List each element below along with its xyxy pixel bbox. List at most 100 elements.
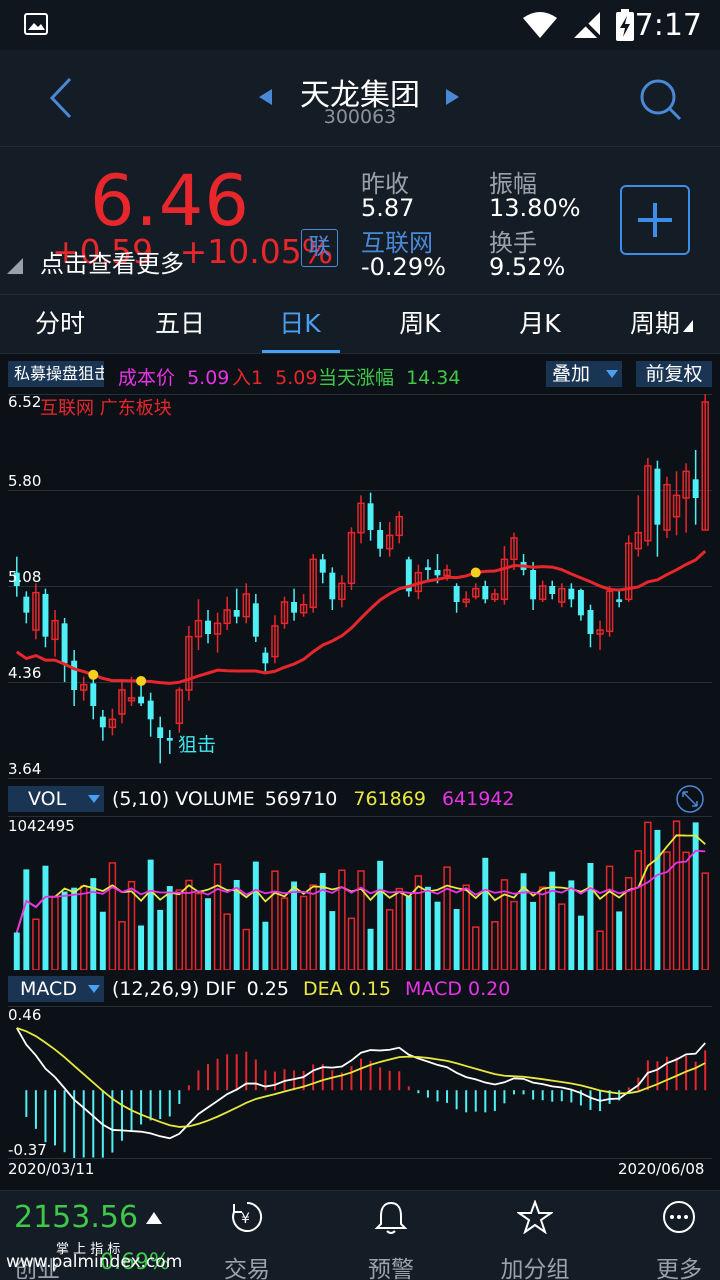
macd-bottom: -0.37 [8, 1141, 47, 1159]
search-icon[interactable] [638, 77, 682, 121]
candle-body [71, 660, 78, 690]
candle-body [367, 503, 374, 530]
tab-monthly-k[interactable]: 月K [519, 309, 561, 338]
volume-bar [482, 857, 489, 970]
volume-chart[interactable] [0, 816, 720, 970]
volume-bar [299, 895, 308, 970]
next-stock-icon[interactable] [445, 89, 459, 105]
volume-bar [520, 873, 527, 970]
grid-line [8, 1006, 712, 1007]
nav-alert[interactable]: 预警 [368, 1257, 414, 1280]
volume-bar [42, 865, 49, 970]
cost-price: 成本价 5.09 [118, 363, 229, 390]
sector-link[interactable]: 互联网 [361, 229, 433, 257]
candle-body [510, 537, 518, 561]
tab-five-day[interactable]: 五日 [154, 309, 205, 338]
candle-body [223, 609, 231, 625]
quote-panel[interactable] [0, 146, 720, 294]
volume-bar [205, 898, 211, 970]
candle-body [625, 542, 633, 601]
volume-bar [577, 915, 584, 970]
volume-bar [166, 886, 173, 970]
candle-body [472, 587, 480, 598]
vol-select[interactable]: VOL [8, 786, 104, 812]
candle-body [319, 559, 326, 573]
macd-select[interactable]: MACD [8, 976, 104, 1002]
candle-body [299, 603, 308, 614]
volume-bar [338, 869, 346, 970]
nav-add-group[interactable]: 加分组 [500, 1257, 570, 1280]
lian-button[interactable]: 联 [301, 229, 338, 267]
volume-bar [347, 917, 356, 970]
volume-bar [147, 859, 154, 970]
volume-bar [654, 829, 661, 970]
candle-body [280, 601, 289, 625]
candle-body [138, 696, 145, 704]
bell-icon[interactable] [374, 1200, 408, 1236]
candle-body [682, 470, 690, 499]
price-tick: 4.36 [8, 664, 42, 682]
adjust-button[interactable]: 前复权 [636, 361, 712, 387]
grid-line [8, 682, 712, 683]
kline-chart[interactable] [0, 394, 720, 778]
volume-bar [414, 875, 423, 970]
end-date: 2020/06/08 [618, 1160, 705, 1178]
stock-code: 300063 [323, 106, 397, 128]
candle-body [434, 570, 441, 576]
macd-params: (12,26,9) [112, 978, 200, 1000]
entry-price: 入1 5.09 [232, 363, 317, 390]
volume-bar [309, 884, 317, 970]
grid-line [8, 816, 712, 817]
candle-body [424, 567, 431, 570]
vol-name: VOLUME [175, 788, 255, 810]
snipe-signal: 狙击 [178, 734, 217, 756]
indicator-select[interactable]: 私募操盘狙击 [8, 361, 104, 387]
nav-more[interactable]: 更多 [656, 1257, 702, 1280]
entry-value: 5.09 [275, 367, 318, 389]
volume-bar [157, 909, 164, 970]
volume-bar [367, 928, 374, 970]
candle-body [271, 625, 279, 658]
dif-value: 0.25 [246, 978, 289, 1000]
back-icon[interactable] [46, 77, 74, 119]
plus-icon [638, 203, 672, 237]
volume-bar [472, 926, 480, 970]
vol-value: 569710 [264, 788, 338, 810]
candle-body [701, 401, 709, 531]
prev-close-label: 昨收 [361, 170, 409, 198]
price-tick-bottom: 3.64 [8, 760, 42, 778]
tab-intraday[interactable]: 分时 [34, 309, 85, 338]
tab-weekly-k[interactable]: 周K [399, 309, 441, 338]
macd-chart[interactable] [0, 1006, 720, 1158]
status-bar: 7:17 [0, 0, 720, 50]
index-value[interactable]: 2153.56 [14, 1200, 139, 1235]
gallery-icon [24, 13, 48, 35]
add-watchlist-button[interactable] [620, 185, 690, 255]
nav-trade[interactable]: 交易 [224, 1257, 270, 1280]
macd-legend: (12,26,9) DIF 0.25 DEA 0.15 MACD 0.20 [112, 978, 510, 1000]
more-hint[interactable]: 点击查看更多 [40, 250, 184, 278]
header [0, 50, 720, 146]
star-icon[interactable] [517, 1200, 553, 1234]
cost-price-value: 5.09 [187, 367, 230, 389]
volume-bar [538, 886, 547, 970]
overlay-dropdown-icon [606, 370, 618, 378]
trade-icon[interactable]: ¥ [230, 1200, 264, 1234]
more-icon[interactable] [662, 1200, 696, 1234]
price-tick: 5.80 [8, 472, 42, 490]
candle-body [147, 700, 154, 720]
prev-stock-icon[interactable] [259, 89, 273, 105]
index-expand-icon[interactable] [146, 1212, 162, 1224]
tab-period[interactable]: 周期 [629, 309, 680, 338]
candle-body [500, 558, 509, 601]
tab-daily-k[interactable]: 日K [279, 309, 321, 338]
fullscreen-icon[interactable] [675, 784, 705, 814]
day-rise-value: 14.34 [406, 367, 461, 389]
vol-max: 1042495 [8, 817, 75, 835]
candle-body [587, 610, 594, 634]
volume-bar [90, 878, 97, 970]
volume-bar [587, 862, 594, 970]
macd-value: 0.20 [468, 978, 511, 1000]
volume-bar [271, 870, 279, 970]
volume-bar [185, 879, 193, 970]
